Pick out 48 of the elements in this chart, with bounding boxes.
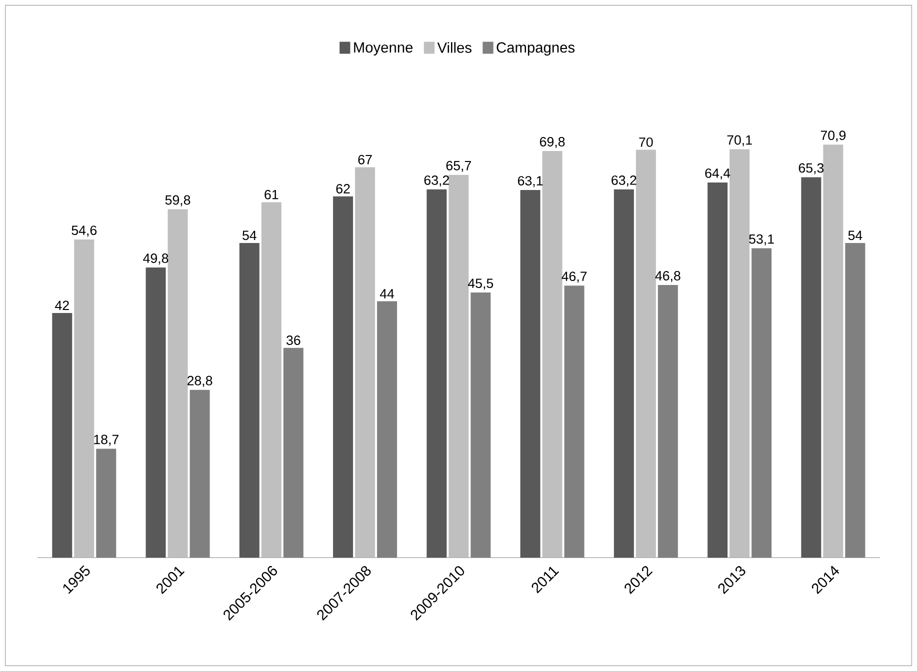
data-label: 63,2	[612, 175, 636, 187]
data-label: 65,7	[446, 160, 471, 172]
bar	[261, 202, 282, 558]
legend-label: Villes	[437, 42, 472, 53]
data-label: 36	[286, 336, 300, 345]
data-label: 70	[639, 137, 653, 147]
data-label: 65,3	[798, 163, 824, 174]
data-label: 46,7	[562, 272, 587, 283]
data-label: 42	[55, 300, 69, 310]
bar	[74, 240, 94, 558]
legend-label: Moyenne	[354, 42, 413, 56]
bar	[239, 243, 260, 558]
bar	[448, 174, 469, 558]
data-label: 54	[242, 230, 256, 240]
data-label: 59,8	[165, 195, 190, 206]
data-label: 62	[336, 184, 350, 194]
legend-label: Campagnes	[496, 42, 575, 56]
bar	[542, 150, 562, 558]
data-label: 63,2	[424, 175, 449, 187]
data-label: 18,7	[94, 434, 118, 446]
bar	[168, 209, 188, 558]
data-label: 70,9	[820, 130, 846, 142]
data-label: 61	[264, 190, 278, 200]
data-label: 69,8	[540, 137, 565, 148]
data-label: 53,1	[749, 234, 774, 246]
data-label: 54	[848, 230, 862, 240]
bar	[333, 196, 354, 558]
data-label: 54,6	[72, 226, 97, 237]
data-label: 64,4	[705, 168, 730, 180]
data-label: 46,8	[655, 271, 680, 282]
bar	[708, 182, 728, 558]
bar	[426, 189, 447, 558]
data-label: 63,1	[518, 176, 543, 188]
bar	[52, 312, 72, 558]
data-label: 44	[380, 289, 394, 298]
data-label: 49,8	[143, 254, 168, 265]
data-label: 67	[358, 154, 372, 164]
bar	[520, 190, 540, 558]
bar	[614, 189, 634, 558]
data-label: 28,8	[187, 376, 212, 387]
bar	[146, 268, 166, 558]
bar	[355, 167, 376, 558]
data-label: 45,5	[468, 278, 494, 290]
bar	[823, 144, 844, 558]
bar	[730, 149, 750, 558]
data-label: 70,1	[727, 135, 752, 146]
bar	[636, 150, 656, 558]
bar	[801, 177, 822, 558]
